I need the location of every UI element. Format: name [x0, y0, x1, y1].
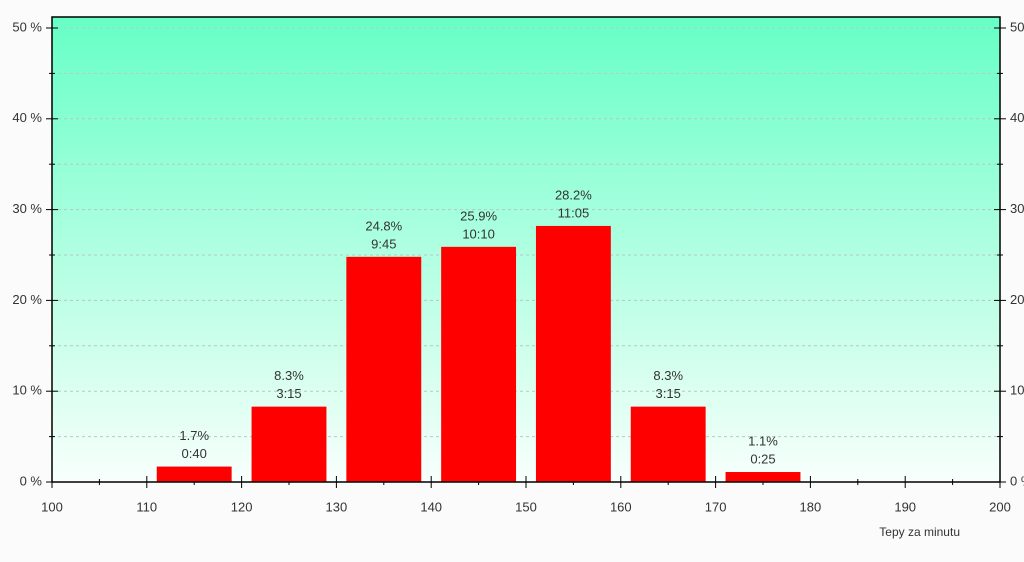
- x-tick-label: 200: [989, 499, 1011, 514]
- y2-tick-label: 40 %: [1010, 110, 1024, 125]
- x-tick-label: 110: [136, 499, 157, 514]
- y-tick-label: 0 %: [20, 473, 43, 488]
- bar-duration-label: 3:15: [656, 386, 681, 401]
- bar-duration-label: 0:40: [182, 446, 207, 461]
- x-tick-label: 150: [515, 499, 537, 514]
- bar-duration-label: 0:25: [750, 451, 775, 466]
- bar: [725, 472, 801, 482]
- plot-area: [52, 17, 1000, 482]
- x-tick-label: 130: [326, 499, 348, 514]
- bar-value-label: 24.8%: [365, 218, 402, 233]
- y-tick-label: 40 %: [12, 110, 42, 125]
- x-axis-label: Tepy za minutu: [879, 525, 960, 539]
- x-tick-label: 190: [894, 499, 916, 514]
- bar-value-label: 8.3%: [274, 368, 304, 383]
- y2-tick-label: 20 %: [1010, 292, 1024, 307]
- y2-tick-label: 10 %: [1010, 383, 1024, 398]
- y-tick-label: 10 %: [12, 383, 42, 398]
- bar: [630, 406, 706, 482]
- x-tick-label: 120: [231, 499, 253, 514]
- bar-value-label: 1.1%: [748, 433, 778, 448]
- x-tick-label: 100: [41, 499, 63, 514]
- y-tick-label: 30 %: [12, 201, 42, 216]
- plot-border: [51, 16, 1001, 483]
- bar: [251, 406, 327, 482]
- y2-tick-label: 0 %: [1010, 473, 1024, 488]
- bar-duration-label: 3:15: [276, 386, 301, 401]
- y-tick-label: 50 %: [12, 19, 42, 34]
- x-tick-label: 180: [800, 499, 822, 514]
- bar: [346, 256, 422, 482]
- bar-value-label: 1.7%: [179, 428, 209, 443]
- bar: [535, 225, 611, 482]
- bar-value-label: 8.3%: [653, 368, 683, 383]
- bar-duration-label: 10:10: [462, 226, 495, 241]
- bar: [441, 246, 517, 482]
- y-tick-label: 20 %: [12, 292, 42, 307]
- y2-tick-label: 30 %: [1010, 201, 1024, 216]
- bar-duration-label: 9:45: [371, 236, 396, 251]
- bar-value-label: 25.9%: [460, 208, 497, 223]
- y2-tick-label: 50 %: [1010, 19, 1024, 34]
- x-tick-label: 160: [610, 499, 632, 514]
- x-tick-label: 170: [705, 499, 727, 514]
- bar-duration-label: 11:05: [558, 205, 590, 220]
- bar: [156, 466, 232, 482]
- bar-value-label: 28.2%: [555, 187, 592, 202]
- x-tick-label: 140: [420, 499, 442, 514]
